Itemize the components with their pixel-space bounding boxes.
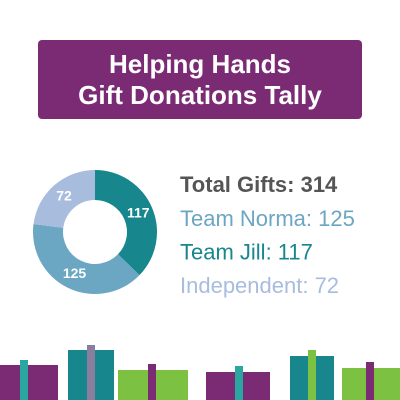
ribbon [366, 362, 374, 400]
slice-label: 125 [63, 265, 87, 281]
legend-entry: Team Norma: 125 [180, 206, 355, 231]
slice-label: 72 [56, 187, 72, 203]
gift-decorations [0, 345, 400, 400]
donut-slice [95, 170, 157, 276]
ribbon [20, 360, 28, 400]
ribbon [308, 350, 316, 400]
ribbon [148, 364, 156, 400]
title-box [38, 40, 362, 119]
total-label: Total Gifts: 314 [180, 172, 338, 197]
legend-entry: Independent: 72 [180, 273, 339, 298]
donut-slice [33, 170, 95, 228]
gift [0, 365, 58, 400]
legend-entry: Team Jill: 117 [180, 239, 313, 264]
slice-label: 117 [127, 204, 150, 220]
donut-slice [33, 223, 140, 294]
ribbon [87, 345, 95, 400]
chart-title: Helping Hands [109, 49, 291, 79]
ribbon [235, 366, 243, 400]
chart-title: Gift Donations Tally [78, 80, 322, 110]
